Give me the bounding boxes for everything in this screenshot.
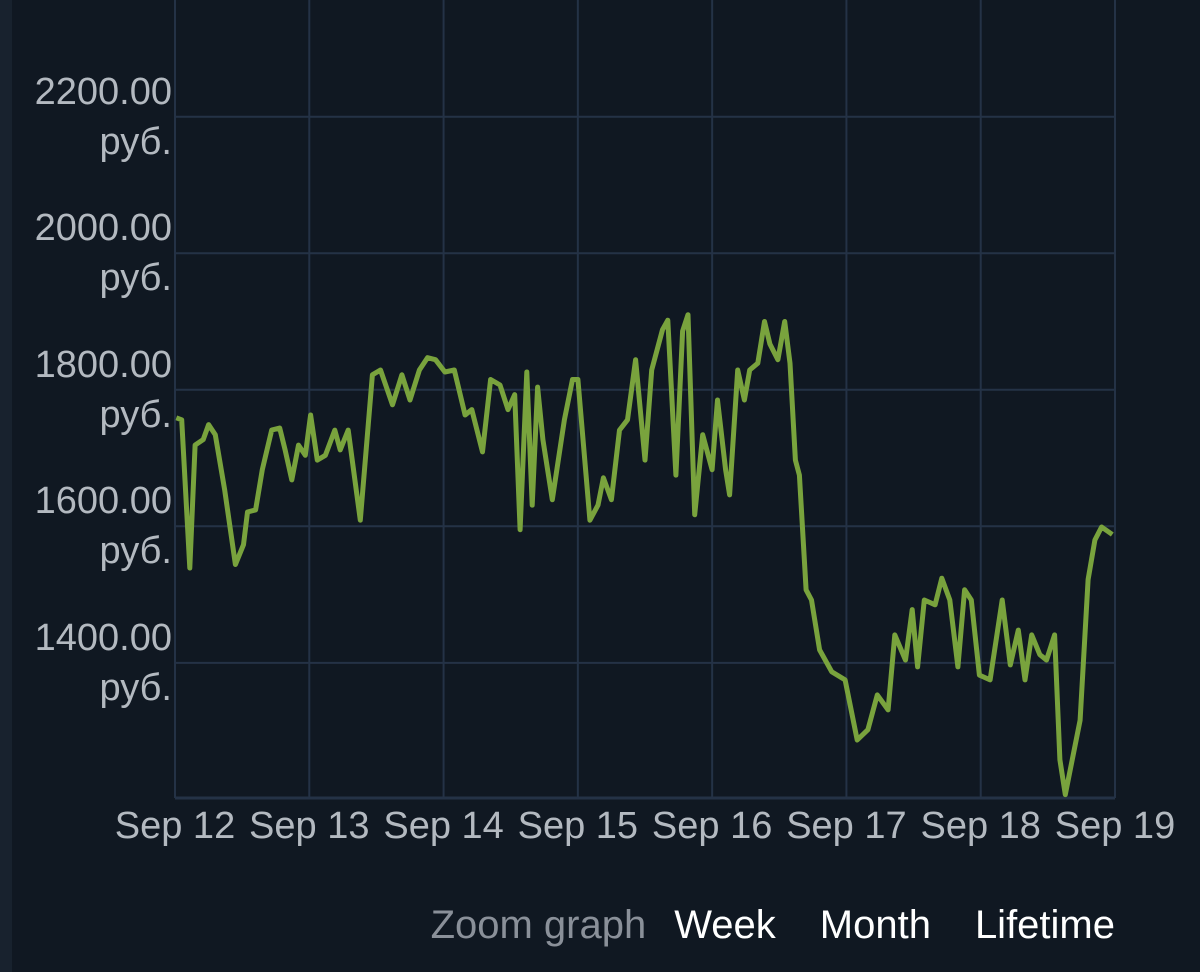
y-tick-label: 2000.00 руб. bbox=[34, 207, 172, 300]
x-tick-label: Sep 17 bbox=[786, 805, 906, 847]
y-tick-label: 1400.00 руб. bbox=[34, 616, 172, 709]
y-tick-label: 1800.00 руб. bbox=[34, 343, 172, 436]
x-tick-label: Sep 19 bbox=[1055, 805, 1175, 847]
zoom-bar: Zoom graph Week Month Lifetime bbox=[431, 903, 1115, 948]
zoom-option[interactable]: Week bbox=[674, 903, 776, 947]
chart: Sep 12 Sep 13 Sep 14 Sep 15 Sep 16 Sep 17 Sep … bbox=[115, 0, 1175, 847]
zoom-label: Zoom graph bbox=[430, 903, 647, 947]
x-tick-label: Sep 15 bbox=[518, 805, 638, 847]
zoom-option[interactable]: Lifetime bbox=[974, 903, 1115, 947]
x-tick-label: Sep 13 bbox=[249, 805, 369, 847]
zoom-option[interactable]: Month bbox=[819, 903, 931, 947]
side-strip bbox=[0, 0, 12, 972]
x-tick-label: Sep 14 bbox=[383, 805, 503, 847]
x-tick-label: Sep 18 bbox=[920, 805, 1040, 847]
price-line bbox=[175, 312, 1114, 798]
y-tick-label: 2200.00 руб. bbox=[34, 70, 172, 163]
y-tick-label: 1600.00 руб. bbox=[34, 480, 172, 573]
x-tick-label: Sep 16 bbox=[652, 805, 772, 847]
x-tick-label: Sep 12 bbox=[115, 805, 235, 847]
